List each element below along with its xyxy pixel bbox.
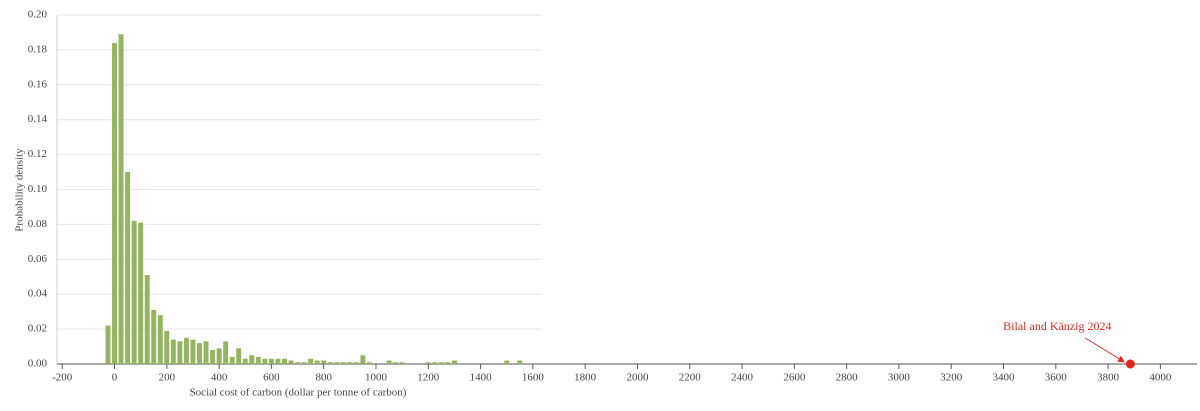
bar bbox=[386, 360, 392, 364]
x-tick-label: 3600 bbox=[1045, 372, 1068, 384]
bar bbox=[504, 360, 510, 364]
bar bbox=[308, 358, 314, 364]
bar bbox=[321, 360, 327, 364]
bar bbox=[249, 355, 255, 364]
x-axis-label: Social cost of carbon (dollar per tonne … bbox=[190, 387, 407, 399]
x-tick-label: 1400 bbox=[470, 372, 493, 384]
x-tick-label: 3200 bbox=[940, 372, 963, 384]
y-tick-label: 0.08 bbox=[28, 218, 48, 230]
x-tick-label: 600 bbox=[263, 372, 280, 384]
y-tick-label: 0.02 bbox=[28, 323, 47, 335]
bar bbox=[164, 330, 170, 364]
x-tick-label: 3800 bbox=[1097, 372, 1120, 384]
y-tick-label: 0.14 bbox=[28, 113, 48, 125]
bar bbox=[144, 275, 150, 364]
bar bbox=[282, 358, 287, 364]
x-tick-label: 2400 bbox=[731, 372, 754, 384]
annotation-arrow bbox=[1085, 337, 1125, 363]
x-tick-label: 2800 bbox=[836, 372, 859, 384]
y-tick-label: 0.00 bbox=[28, 358, 48, 370]
x-tick-label: 3000 bbox=[888, 372, 911, 384]
x-tick-label: 2600 bbox=[783, 372, 806, 384]
bar bbox=[151, 309, 157, 364]
bar bbox=[301, 362, 307, 364]
bar bbox=[203, 341, 209, 364]
bar bbox=[177, 341, 183, 364]
bar bbox=[229, 357, 235, 364]
bar bbox=[197, 343, 202, 364]
bar bbox=[223, 341, 229, 364]
bar bbox=[242, 358, 248, 364]
y-tick-label: 0.06 bbox=[28, 253, 48, 265]
bar bbox=[334, 362, 340, 364]
y-tick-label: 0.10 bbox=[28, 183, 48, 195]
bar bbox=[275, 358, 281, 364]
bar bbox=[216, 348, 222, 364]
bar bbox=[295, 362, 301, 364]
bar bbox=[262, 358, 268, 364]
annotation-point bbox=[1125, 359, 1135, 369]
bar bbox=[425, 362, 431, 364]
y-tick-label: 0.18 bbox=[28, 43, 48, 55]
x-tick-label: 3400 bbox=[993, 372, 1016, 384]
bar bbox=[131, 220, 137, 364]
bar bbox=[183, 337, 189, 364]
bar bbox=[236, 348, 242, 364]
x-tick-label: 2200 bbox=[679, 372, 702, 384]
bar bbox=[157, 315, 163, 364]
bar bbox=[438, 362, 444, 364]
x-tick-label: 2000 bbox=[626, 372, 649, 384]
x-tick-label: 1600 bbox=[522, 372, 545, 384]
bar bbox=[314, 360, 320, 364]
x-tick-label: -200 bbox=[52, 372, 73, 384]
bar bbox=[112, 42, 117, 365]
bar bbox=[347, 362, 353, 364]
bar bbox=[210, 350, 216, 364]
bar bbox=[327, 362, 333, 364]
x-tick-label: 400 bbox=[211, 372, 228, 384]
bar bbox=[360, 355, 366, 364]
bar bbox=[366, 362, 372, 364]
bar bbox=[190, 339, 196, 364]
bar bbox=[445, 362, 451, 364]
annotation-text: Bilal and Känzig 2024 bbox=[1003, 319, 1111, 333]
y-tick-label: 0.20 bbox=[28, 9, 48, 21]
bar bbox=[138, 222, 144, 364]
bar bbox=[393, 362, 399, 364]
bar bbox=[432, 362, 438, 364]
x-tick-label: 0 bbox=[112, 372, 118, 384]
bar bbox=[255, 357, 261, 364]
bar bbox=[340, 362, 346, 364]
bar bbox=[451, 360, 457, 364]
x-tick-label: 1200 bbox=[417, 372, 440, 384]
bar bbox=[170, 339, 176, 364]
bar bbox=[118, 34, 124, 364]
y-axis-label: Probability density bbox=[14, 148, 26, 232]
bar bbox=[399, 362, 405, 364]
bar bbox=[105, 325, 111, 364]
bar bbox=[288, 360, 294, 364]
bar bbox=[517, 360, 523, 364]
bar bbox=[268, 358, 274, 364]
x-tick-label: 1800 bbox=[574, 372, 597, 384]
y-tick-label: 0.12 bbox=[28, 148, 47, 160]
y-tick-label: 0.04 bbox=[28, 288, 48, 300]
x-tick-label: 4000 bbox=[1149, 372, 1172, 384]
x-tick-label: 800 bbox=[315, 372, 332, 384]
bar bbox=[353, 362, 359, 364]
y-tick-label: 0.16 bbox=[28, 78, 48, 90]
x-tick-label: 1000 bbox=[365, 372, 388, 384]
bar bbox=[125, 172, 131, 364]
x-tick-label: 200 bbox=[159, 372, 176, 384]
